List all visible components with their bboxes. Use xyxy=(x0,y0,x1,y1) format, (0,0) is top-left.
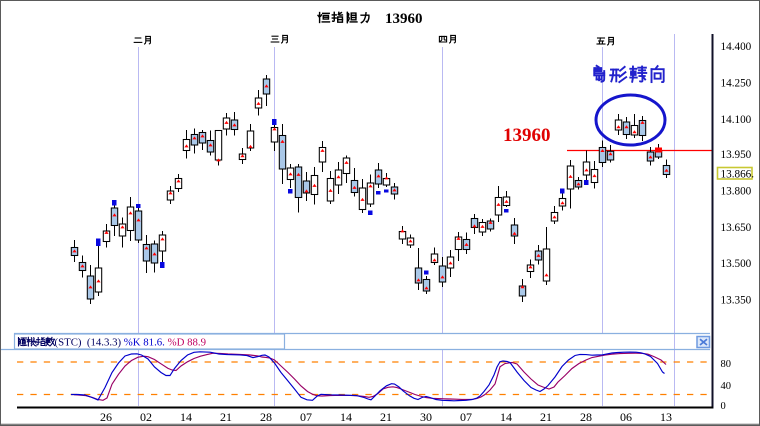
svg-text:13: 13 xyxy=(660,410,672,424)
svg-text:13.500: 13.500 xyxy=(721,258,752,270)
svg-text:(STC) (14.3.3) %K 81.6. %D 88.: (STC) (14.3.3) %K 81.6. %D 88.9 xyxy=(55,337,206,349)
svg-text:07: 07 xyxy=(460,410,472,424)
svg-text:80: 80 xyxy=(721,359,732,370)
svg-text:14: 14 xyxy=(340,410,352,424)
svg-text:21: 21 xyxy=(380,410,392,424)
svg-text:13.350: 13.350 xyxy=(721,295,752,307)
svg-text:21: 21 xyxy=(220,410,232,424)
svg-text:14.100: 14.100 xyxy=(721,114,752,126)
svg-text:13.650: 13.650 xyxy=(721,222,752,234)
svg-text:14.400: 14.400 xyxy=(721,41,752,53)
svg-text:07: 07 xyxy=(300,410,312,424)
svg-text:0: 0 xyxy=(721,401,726,412)
svg-text:13960: 13960 xyxy=(503,125,551,146)
svg-text:40: 40 xyxy=(721,381,732,392)
svg-text:28: 28 xyxy=(580,410,592,424)
svg-text:13.950: 13.950 xyxy=(721,149,752,161)
svg-text:02: 02 xyxy=(140,410,152,424)
svg-text:14: 14 xyxy=(180,410,192,424)
svg-text:14.250: 14.250 xyxy=(721,78,752,90)
svg-text:28: 28 xyxy=(260,410,272,424)
svg-text:13.800: 13.800 xyxy=(721,186,752,198)
svg-text:21: 21 xyxy=(540,410,552,424)
svg-text:13.866.: 13.866. xyxy=(721,169,755,181)
svg-text:26: 26 xyxy=(100,410,112,424)
svg-text:13960: 13960 xyxy=(385,11,423,27)
svg-text:14: 14 xyxy=(500,410,512,424)
svg-text:06: 06 xyxy=(620,410,632,424)
svg-text:30: 30 xyxy=(420,410,432,424)
